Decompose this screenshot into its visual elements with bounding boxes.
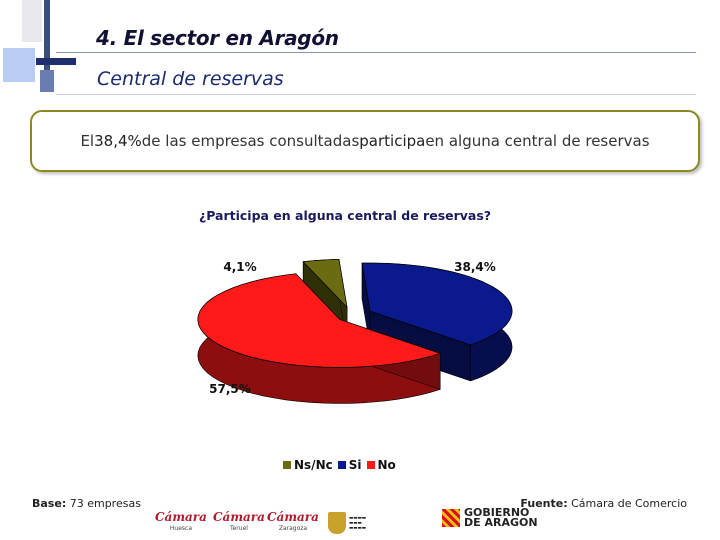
callout-text-mid: de las empresas consultadas — [141, 132, 360, 150]
camara-huesca-logo: Cámara Huesca — [155, 510, 207, 532]
legend-label-no: No — [377, 458, 396, 472]
callout-percentage: 38,4% — [94, 132, 142, 150]
legend-item-nsnc: Ns/Nc — [283, 458, 333, 472]
base-value: 73 empresas — [66, 497, 141, 510]
legend-label-nsnc: Ns/Nc — [294, 458, 333, 472]
header-decoration — [0, 0, 720, 100]
aragon-flag-icon — [442, 509, 460, 527]
page-title: 4. El sector en Aragón — [96, 26, 339, 50]
callout-text-post: en alguna central de reservas — [425, 132, 650, 150]
pie-slice-no — [197, 273, 442, 368]
source-value: Cámara de Comercio — [567, 497, 687, 510]
chart-title: ¿Participa en alguna central de reservas… — [199, 208, 491, 223]
camara-teruel-logo: Cámara Teruel — [213, 510, 265, 532]
legend-swatch-no — [366, 461, 375, 469]
callout-text-pre: El — [80, 132, 95, 150]
base-label: Base: — [32, 497, 67, 510]
gobierno-aragon-logo: GOBIERNO DE ARAGON — [442, 507, 538, 528]
legend-swatch-si — [337, 461, 346, 469]
key-finding-callout: El 38,4% de las empresas consultadas par… — [30, 110, 700, 172]
callout-verb: participa — [359, 132, 426, 150]
legend-item-si: Si — [337, 458, 362, 472]
legend-item-no: No — [366, 458, 396, 472]
source-label: Fuente: — [520, 497, 568, 510]
chart-legend: Ns/Nc Si No — [283, 458, 396, 472]
coat-of-arms-icon — [328, 512, 346, 534]
ministerio-logo: ▬▬▬▬ ▬▬▬ ▬▬▬▬ — [328, 511, 428, 535]
legend-swatch-nsnc — [283, 461, 291, 469]
sample-base: Base: 73 empresas — [32, 497, 141, 510]
data-source: Fuente: Cámara de Comercio — [520, 497, 687, 510]
data-label-si: 38,4% — [454, 260, 496, 274]
data-label-nsnc: 4,1% — [223, 260, 256, 274]
pie-slice-nsnc — [302, 259, 348, 309]
data-label-no: 57,5% — [209, 382, 251, 396]
legend-label-si: Si — [348, 458, 362, 472]
pie-slice-si — [361, 262, 513, 346]
page-subtitle: Central de reservas — [97, 68, 284, 90]
camara-zaragoza-logo: Cámara Zaragoza — [267, 510, 319, 532]
